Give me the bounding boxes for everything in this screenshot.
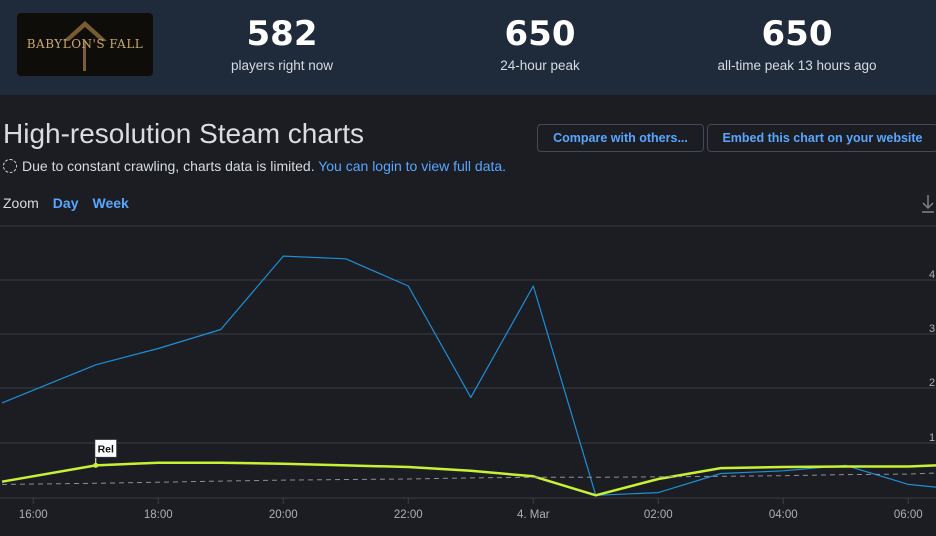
x-tick-label: 16:00	[19, 509, 48, 521]
x-tick-label: 20:00	[269, 509, 298, 521]
embed-chart-button[interactable]: Embed this chart on your website	[707, 124, 936, 152]
chart-annotations: Rel	[93, 438, 118, 468]
stat-24h-peak: 650 24-hour peak	[430, 14, 650, 73]
series-line	[1, 461, 936, 497]
player-count-chart[interactable]: 1 2 3 4 16:00 18:00 20:00 22:00 4. Mar 02:00 04:0…	[0, 222, 936, 536]
series-line	[1, 255, 936, 496]
x-tick-label: 4. Mar	[517, 509, 550, 521]
zoom-controls: Zoom Day Week	[3, 195, 129, 211]
x-tick-label: 22:00	[394, 509, 423, 521]
y-tick-label: 4	[929, 269, 935, 281]
download-icon[interactable]	[921, 194, 935, 214]
x-tick-label: 06:00	[894, 509, 923, 521]
stat-value: 650	[504, 14, 576, 54]
logo-art	[63, 21, 107, 71]
stat-value: 582	[246, 14, 318, 54]
annotation-label: Rel	[98, 443, 114, 455]
series-line	[1, 472, 936, 485]
stat-value: 650	[761, 14, 833, 54]
y-tick-label: 1	[929, 432, 935, 444]
stat-players-now: 582 players right now	[172, 14, 392, 73]
chart-series	[1, 255, 936, 497]
data-limit-notice: Due to constant crawling, charts data is…	[3, 158, 506, 174]
zoom-week-button[interactable]: Week	[92, 195, 129, 211]
annotation-box[interactable]	[94, 438, 118, 458]
y-tick-label: 3	[929, 323, 935, 335]
stat-all-time-peak: 650 all-time peak 13 hours ago	[687, 14, 907, 73]
stat-label: all-time peak 13 hours ago	[717, 58, 877, 73]
y-tick-label: 2	[929, 377, 935, 389]
y-axis-ticks: 1 2 3 4	[929, 269, 935, 444]
game-logo[interactable]: BABYLON'S FALL	[17, 13, 153, 76]
compare-button[interactable]: Compare with others...	[537, 124, 704, 152]
login-link[interactable]: You can login to view full data.	[318, 158, 507, 174]
logo-text: BABYLON'S FALL	[26, 37, 144, 51]
notice-text: Due to constant crawling, charts data is…	[22, 158, 315, 174]
page-title: High-resolution Steam charts	[3, 118, 365, 149]
loading-spinner-icon	[3, 159, 17, 173]
header-bar: BABYLON'S FALL 582 players right now 650…	[0, 0, 936, 95]
chart-gridlines	[0, 225, 936, 499]
x-tick-label: 04:00	[769, 509, 798, 521]
stat-label: players right now	[230, 58, 334, 73]
zoom-label: Zoom	[3, 195, 39, 211]
stat-label: 24-hour peak	[500, 58, 580, 73]
x-axis-ticks: 16:00 18:00 20:00 22:00 4. Mar 02:00 04:00 06:0…	[19, 498, 923, 521]
x-tick-label: 02:00	[644, 509, 673, 521]
x-tick-label: 18:00	[144, 509, 173, 521]
zoom-day-button[interactable]: Day	[52, 195, 79, 211]
annotation-point	[93, 462, 99, 468]
